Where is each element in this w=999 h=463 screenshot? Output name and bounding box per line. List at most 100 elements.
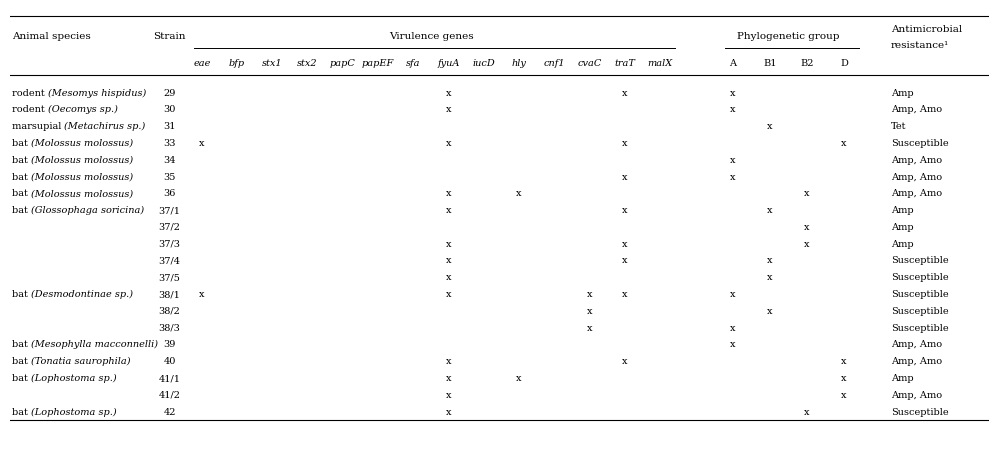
Text: x: x xyxy=(841,374,847,383)
Text: (Molossus molossus): (Molossus molossus) xyxy=(31,156,133,165)
Text: (Mesomys hispidus): (Mesomys hispidus) xyxy=(48,88,146,98)
Text: 40: 40 xyxy=(164,357,176,366)
Text: Tet: Tet xyxy=(891,122,907,131)
Text: Amp: Amp xyxy=(891,223,914,232)
Text: 29: 29 xyxy=(164,88,176,98)
Text: bat: bat xyxy=(12,206,31,215)
Text: 38/1: 38/1 xyxy=(159,290,181,299)
Text: x: x xyxy=(729,290,735,299)
Text: x: x xyxy=(446,257,452,265)
Text: Amp, Amo: Amp, Amo xyxy=(891,156,942,165)
Text: x: x xyxy=(767,122,772,131)
Text: marsupial: marsupial xyxy=(12,122,65,131)
Text: x: x xyxy=(729,324,735,332)
Text: papEF: papEF xyxy=(362,59,395,68)
Text: (Oecomys sp.): (Oecomys sp.) xyxy=(48,106,118,114)
Text: bat: bat xyxy=(12,156,31,165)
Text: cvaC: cvaC xyxy=(577,59,601,68)
Text: 37/2: 37/2 xyxy=(159,223,181,232)
Text: 35: 35 xyxy=(164,173,176,181)
Text: (Metachirus sp.): (Metachirus sp.) xyxy=(65,122,146,131)
Text: x: x xyxy=(729,340,735,350)
Text: x: x xyxy=(446,407,452,417)
Text: (Molossus molossus): (Molossus molossus) xyxy=(31,139,133,148)
Text: x: x xyxy=(446,189,452,198)
Text: sfa: sfa xyxy=(407,59,421,68)
Text: 39: 39 xyxy=(164,340,176,350)
Text: iucD: iucD xyxy=(473,59,496,68)
Text: 38/2: 38/2 xyxy=(159,307,181,316)
Text: bat: bat xyxy=(12,139,31,148)
Text: x: x xyxy=(586,324,592,332)
Text: 36: 36 xyxy=(164,189,176,198)
Text: eae: eae xyxy=(193,59,211,68)
Text: x: x xyxy=(516,189,521,198)
Text: Amp, Amo: Amp, Amo xyxy=(891,106,942,114)
Text: Amp: Amp xyxy=(891,240,914,249)
Text: x: x xyxy=(446,391,452,400)
Text: (Molossus molossus): (Molossus molossus) xyxy=(31,189,133,198)
Text: Susceptible: Susceptible xyxy=(891,257,949,265)
Text: x: x xyxy=(622,240,627,249)
Text: x: x xyxy=(446,290,452,299)
Text: B1: B1 xyxy=(763,59,776,68)
Text: 38/3: 38/3 xyxy=(159,324,181,332)
Text: cnf1: cnf1 xyxy=(543,59,565,68)
Text: papC: papC xyxy=(330,59,356,68)
Text: bat: bat xyxy=(12,173,31,181)
Text: bat: bat xyxy=(12,189,31,198)
Text: 41/2: 41/2 xyxy=(159,391,181,400)
Text: 30: 30 xyxy=(164,106,176,114)
Text: 42: 42 xyxy=(163,407,176,417)
Text: x: x xyxy=(446,139,452,148)
Text: bat: bat xyxy=(12,407,31,417)
Text: x: x xyxy=(622,88,627,98)
Text: x: x xyxy=(446,357,452,366)
Text: x: x xyxy=(586,307,592,316)
Text: x: x xyxy=(622,290,627,299)
Text: (Lophostoma sp.): (Lophostoma sp.) xyxy=(31,374,117,383)
Text: x: x xyxy=(767,257,772,265)
Text: x: x xyxy=(622,173,627,181)
Text: stx2: stx2 xyxy=(298,59,318,68)
Text: Susceptible: Susceptible xyxy=(891,307,949,316)
Text: hly: hly xyxy=(511,59,526,68)
Text: x: x xyxy=(586,290,592,299)
Text: x: x xyxy=(446,206,452,215)
Text: 37/5: 37/5 xyxy=(159,273,181,282)
Text: A: A xyxy=(729,59,736,68)
Text: x: x xyxy=(804,189,809,198)
Text: (Glossophaga soricina): (Glossophaga soricina) xyxy=(31,206,144,215)
Text: B2: B2 xyxy=(800,59,813,68)
Text: x: x xyxy=(767,307,772,316)
Text: traT: traT xyxy=(614,59,635,68)
Text: (Mesophylla macconnelli): (Mesophylla macconnelli) xyxy=(31,340,158,350)
Text: Amp: Amp xyxy=(891,88,914,98)
Text: resistance¹: resistance¹ xyxy=(891,41,949,50)
Text: x: x xyxy=(841,139,847,148)
Text: Susceptible: Susceptible xyxy=(891,139,949,148)
Text: Amp, Amo: Amp, Amo xyxy=(891,173,942,181)
Text: bfp: bfp xyxy=(229,59,245,68)
Text: x: x xyxy=(199,290,205,299)
Text: x: x xyxy=(622,139,627,148)
Text: x: x xyxy=(841,391,847,400)
Text: bat: bat xyxy=(12,374,31,383)
Text: 33: 33 xyxy=(163,139,176,148)
Text: Antimicrobial: Antimicrobial xyxy=(891,25,962,34)
Text: 37/1: 37/1 xyxy=(159,206,181,215)
Text: Amp: Amp xyxy=(891,374,914,383)
Text: 34: 34 xyxy=(163,156,176,165)
Text: rodent: rodent xyxy=(12,88,48,98)
Text: x: x xyxy=(446,88,452,98)
Text: 41/1: 41/1 xyxy=(159,374,181,383)
Text: Amp, Amo: Amp, Amo xyxy=(891,340,942,350)
Text: x: x xyxy=(767,206,772,215)
Text: x: x xyxy=(622,206,627,215)
Text: Amp, Amo: Amp, Amo xyxy=(891,357,942,366)
Text: x: x xyxy=(199,139,205,148)
Text: 31: 31 xyxy=(163,122,176,131)
Text: bat: bat xyxy=(12,357,31,366)
Text: bat: bat xyxy=(12,290,31,299)
Text: x: x xyxy=(729,106,735,114)
